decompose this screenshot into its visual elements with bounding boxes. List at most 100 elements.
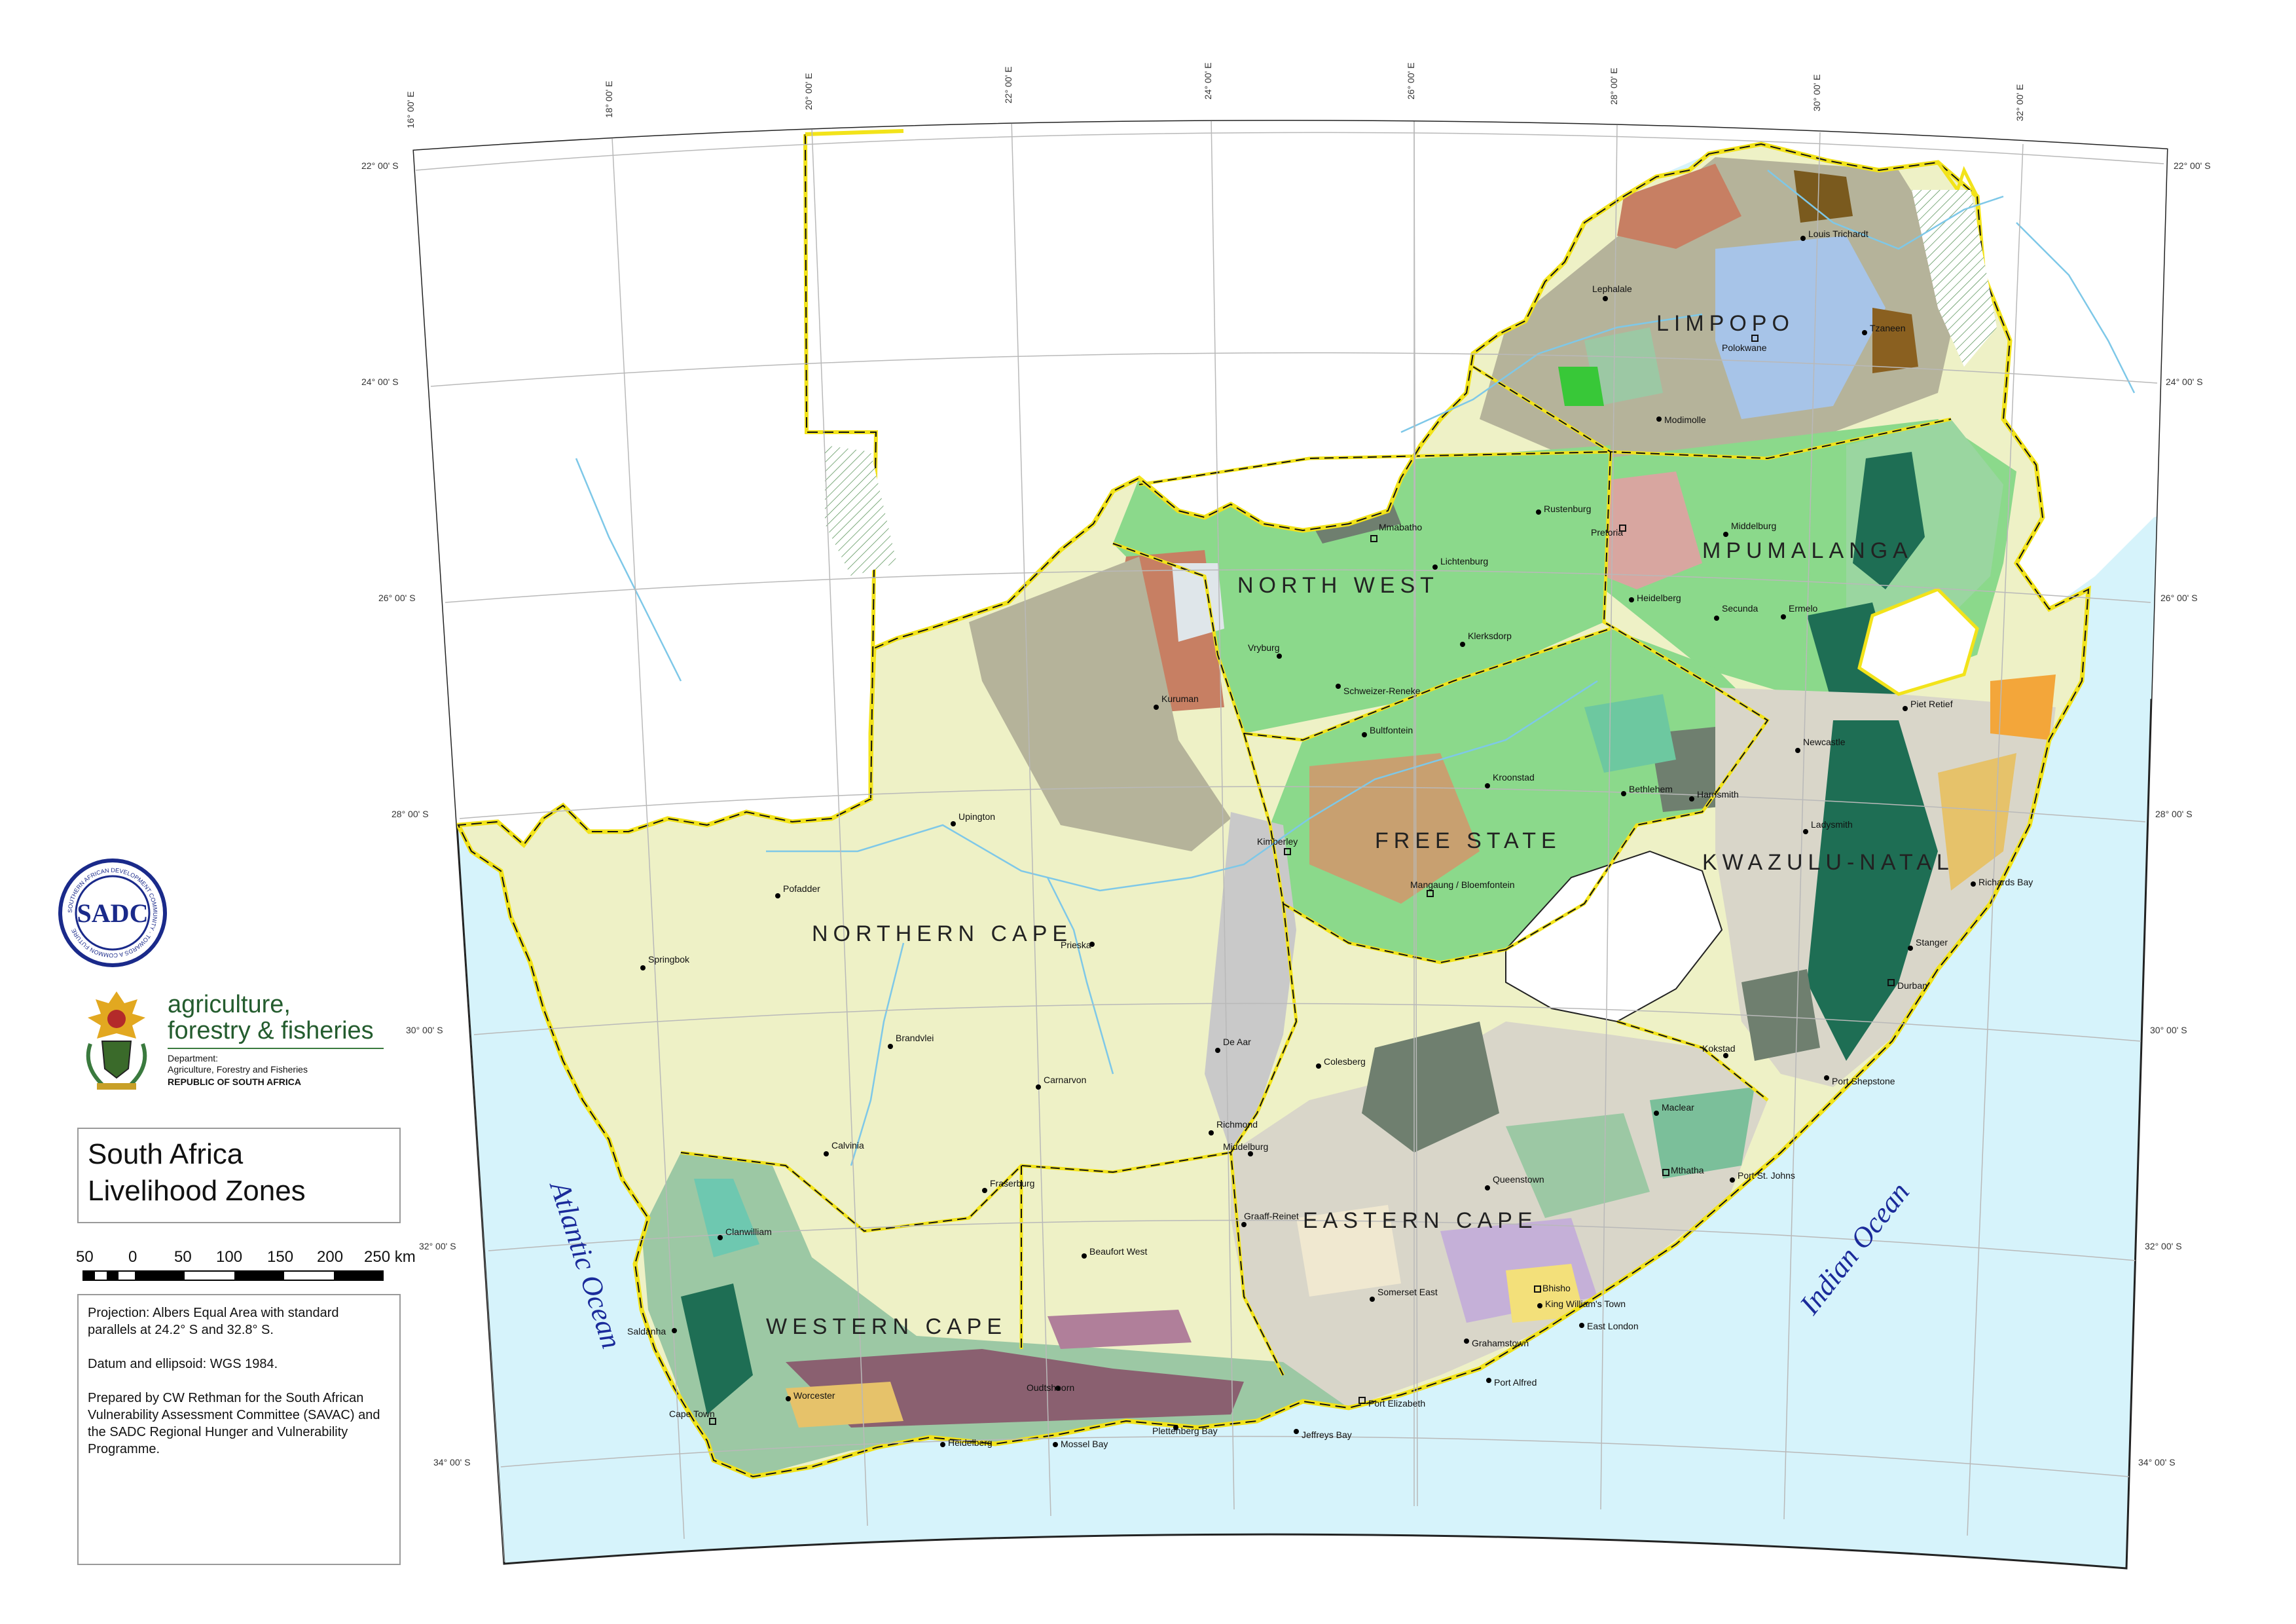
town: Upington [951,811,995,826]
town: Springbok [640,954,690,970]
town: Carnarvon [1036,1075,1086,1090]
svg-text:Kuruman: Kuruman [1161,693,1199,704]
credits-note: Prepared by CW Rethman for the South Afr… [88,1391,380,1456]
svg-text:Queenstown: Queenstown [1493,1174,1544,1185]
svg-text:Lichtenburg: Lichtenburg [1440,556,1488,566]
town: Tzaneen [1862,323,1905,335]
town: Mthatha [1662,1165,1704,1176]
province-label-eastern-cape: EASTERN CAPE [1303,1208,1538,1233]
town: Middelburg [1223,1141,1268,1156]
town: Modimolle [1656,415,1706,425]
town: Kuruman [1154,693,1199,710]
lon-label: 20° 00' E [803,73,814,110]
province-label-free-state: FREE STATE [1375,828,1561,853]
svg-text:Cape Town: Cape Town [669,1409,715,1419]
svg-text:Vryburg: Vryburg [1248,642,1280,653]
svg-text:Kimberley: Kimberley [1257,836,1298,847]
town: Pofadder [775,883,820,898]
map-title-box: South Africa Livelihood Zones [77,1128,401,1223]
town: Lichtenburg [1432,556,1488,570]
town: Calvinia [824,1140,864,1156]
town: Durban [1887,979,1927,991]
svg-text:Lephalale: Lephalale [1592,284,1632,294]
town: Worcester [786,1390,835,1401]
svg-text:Graaff-Reinet: Graaff-Reinet [1244,1211,1299,1221]
town: Heidelberg [1629,593,1681,603]
town: Richards Bay [1971,877,2033,887]
daff-country: REPUBLIC OF SOUTH AFRICA [168,1077,302,1087]
svg-text:Heidelberg: Heidelberg [948,1437,993,1448]
scale-label: 50 [76,1248,94,1266]
town: Louis Trichardt [1800,229,1868,241]
svg-text:Kokstad: Kokstad [1702,1043,1736,1054]
town: Klerksdorp [1460,631,1512,647]
svg-text:Jeffreys Bay: Jeffreys Bay [1302,1430,1352,1440]
lat-label-right: 24° 00' S [2166,377,2203,387]
town: Plettenberg Bay [1152,1425,1218,1436]
lat-label-right: 22° 00' S [2174,160,2211,171]
projection-note: Projection: Albers Equal Area with stand… [88,1306,339,1337]
province-labels: LIMPOPO MPUMALANGA NORTH WEST FREE STATE… [766,311,1949,1339]
town: Bhisho [1534,1283,1571,1293]
town: Saldanha [627,1326,677,1337]
svg-text:Middelburg: Middelburg [1223,1141,1268,1152]
lon-label: 32° 00' E [2014,84,2025,121]
province-label-western-cape: WESTERN CAPE [766,1314,1007,1339]
town: Beaufort West [1082,1246,1148,1259]
lat-label-left: 32° 00' S [419,1241,456,1251]
town: Bultfontein [1362,725,1413,737]
svg-text:Richmond: Richmond [1216,1119,1258,1130]
town: Lephalale [1592,284,1632,301]
svg-text:Pretoria: Pretoria [1591,527,1623,538]
lat-label-left: 22° 00' S [361,160,399,171]
svg-text:Heidelberg: Heidelberg [1637,593,1681,603]
latitude-labels: 22° 00' S 24° 00' S 26° 00' S 28° 00' S … [361,160,2211,1467]
scale-label: 250 km [364,1248,416,1266]
map-body [414,120,2167,1562]
lon-label: 24° 00' E [1203,62,1213,100]
lon-label: 28° 00' E [1609,67,1619,105]
svg-text:Oudtshoorn: Oudtshoorn [1027,1382,1074,1393]
livelihood-zones [642,157,2056,1477]
lat-label-left: 24° 00' S [361,377,399,387]
town: Fraserburg [982,1178,1034,1193]
svg-text:Piet Retief: Piet Retief [1910,699,1953,709]
datum-note: Datum and ellipsoid: WGS 1984. [88,1357,278,1371]
daff-dept-line1: Department: [168,1053,219,1063]
svg-text:Saldanha: Saldanha [627,1326,666,1337]
scale-label: 50 [174,1248,192,1266]
daff-rule [168,1048,384,1049]
map-title-line1: South Africa [88,1138,244,1170]
map-title-line2: Livelihood Zones [88,1175,306,1207]
hatched-area-west [825,445,897,576]
svg-text:Bultfontein: Bultfontein [1370,725,1413,735]
svg-text:Newcastle: Newcastle [1803,737,1846,747]
svg-text:Colesberg: Colesberg [1324,1056,1366,1067]
svg-text:Harrismith: Harrismith [1697,789,1739,800]
svg-text:Maclear: Maclear [1662,1102,1694,1113]
town: De Aar [1215,1037,1251,1053]
town: Port St. Johns [1730,1170,1795,1183]
town: Schweizer-Reneke [1336,684,1421,696]
svg-text:Pofadder: Pofadder [783,883,820,894]
town: Oudtshoorn [1027,1382,1074,1393]
town: Grahamstown [1464,1338,1529,1348]
svg-text:Somerset East: Somerset East [1377,1287,1438,1297]
svg-text:Worcester: Worcester [793,1390,835,1401]
province-label-mpumalanga: MPUMALANGA [1702,538,1913,563]
svg-text:Port Elizabeth: Port Elizabeth [1368,1398,1425,1409]
town: Kokstad [1702,1043,1736,1058]
sadc-letters: SADC [77,898,149,928]
town: Brandvlei [888,1033,934,1049]
town: Colesberg [1316,1056,1366,1069]
svg-text:Fraserburg: Fraserburg [990,1178,1034,1189]
town: Secunda [1714,603,1758,621]
scale-label: 200 [317,1248,344,1266]
svg-text:Prieska: Prieska [1061,940,1091,950]
svg-text:Springbok: Springbok [648,954,690,965]
map-notes-box: Projection: Albers Equal Area with stand… [77,1294,401,1565]
svg-text:King William's Town: King William's Town [1545,1299,1626,1309]
province-boundaries-dashes [680,366,1952,1376]
town: Mmabatho [1370,522,1422,542]
